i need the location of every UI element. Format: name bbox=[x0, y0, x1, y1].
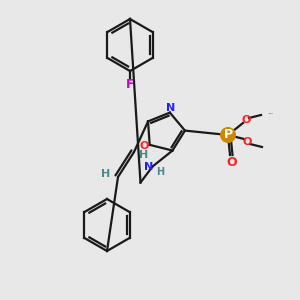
Text: methyl: methyl bbox=[269, 112, 274, 114]
Text: O: O bbox=[227, 155, 237, 169]
Text: P: P bbox=[224, 128, 232, 142]
Circle shape bbox=[220, 127, 236, 143]
Text: N: N bbox=[144, 161, 153, 172]
Text: F: F bbox=[126, 79, 134, 92]
Text: H: H bbox=[140, 150, 148, 160]
Text: N: N bbox=[166, 103, 176, 112]
Text: O: O bbox=[241, 115, 251, 125]
Text: H: H bbox=[156, 167, 165, 176]
Text: O: O bbox=[140, 141, 149, 151]
Text: O: O bbox=[242, 137, 252, 147]
Text: H: H bbox=[101, 169, 111, 179]
